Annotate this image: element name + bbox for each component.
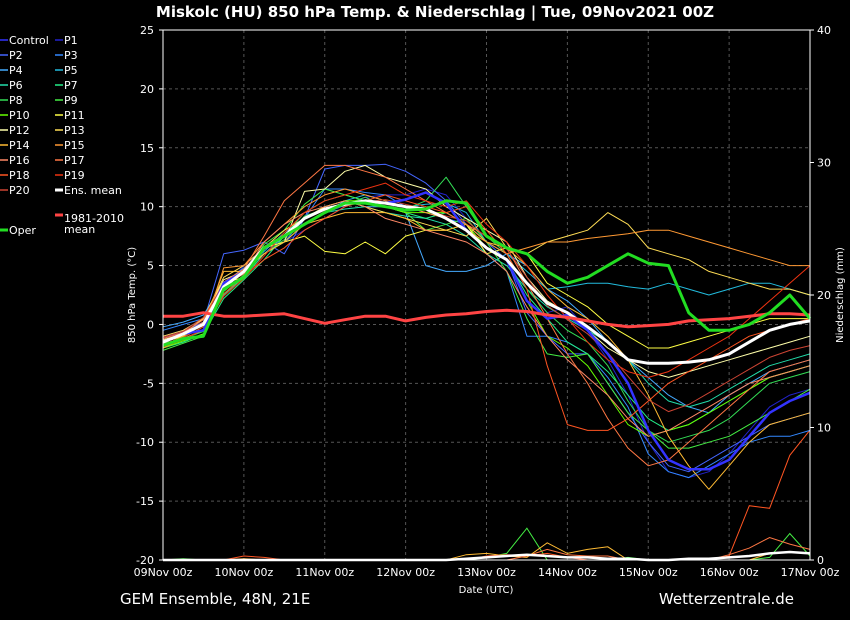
legend-label-p1: P1 xyxy=(64,34,78,47)
legend: Control P1 P2 P3 P4 P5 P6 P7 P8 P9 P10 P11 P12 P13 P14… xyxy=(0,34,124,237)
series-layer xyxy=(162,163,812,490)
series-line-p13 xyxy=(162,200,811,337)
legend-label-p19: P19 xyxy=(64,169,85,182)
chart-title: Miskolc (HU) 850 hPa Temp. & Niederschla… xyxy=(156,3,714,22)
legend-label-p11: P11 xyxy=(64,109,85,122)
series-line-p19 xyxy=(162,182,811,378)
legend-label-p13: P13 xyxy=(64,124,85,137)
series-line-oper xyxy=(162,199,812,348)
legend-label-p2: P2 xyxy=(9,49,23,62)
x-tick-label: 17Nov 00z xyxy=(781,566,840,579)
y2-tick-labels: 0 10 20 30 40 xyxy=(810,24,831,567)
legend-label-oper: Oper xyxy=(9,224,36,237)
legend-label-p6: P6 xyxy=(9,79,23,92)
legend-label-p16: P16 xyxy=(9,154,30,167)
y-tick-label: -5 xyxy=(143,377,154,390)
x-tick-label: 11Nov 00z xyxy=(295,566,354,579)
y-tick-label: -10 xyxy=(136,436,154,449)
y-tick-label: 20 xyxy=(140,83,154,96)
footer-model-label: GEM Ensemble, 48N, 21E xyxy=(120,590,310,608)
legend-label-p7: P7 xyxy=(64,79,78,92)
x-tick-label: 13Nov 00z xyxy=(457,566,516,579)
legend-label-p18: P18 xyxy=(9,169,30,182)
y2-tick-label: 40 xyxy=(817,24,831,37)
series-line-p18 xyxy=(162,194,811,431)
y2-tick-label: 0 xyxy=(817,554,824,567)
y-tick-label: 0 xyxy=(147,318,154,331)
legend-label-p10: P10 xyxy=(9,109,30,122)
legend-label-p8: P8 xyxy=(9,94,23,107)
x-tick-label: 09Nov 00z xyxy=(134,566,193,579)
footer-source-label: Wetterzentrale.de xyxy=(659,590,794,608)
legend-label-p20: P20 xyxy=(9,184,30,197)
x-tick-label: 10Nov 00z xyxy=(215,566,274,579)
y2-tick-label: 30 xyxy=(817,157,831,170)
x-tick-label: 15Nov 00z xyxy=(619,566,678,579)
x-tick-label: 14Nov 00z xyxy=(538,566,597,579)
x-tick-label: 16Nov 00z xyxy=(700,566,759,579)
y-tick-label: 15 xyxy=(140,142,154,155)
legend-label-p12: P12 xyxy=(9,124,30,137)
y-axis-label: 850 hPa Temp. (°C) xyxy=(127,247,138,343)
x-tick-labels: 09Nov 00z 10Nov 00z 11Nov 00z 12Nov 00z 13No… xyxy=(134,566,840,579)
legend-label-p9: P9 xyxy=(64,94,78,107)
y2-axis-label: Niederschlag (mm) xyxy=(835,247,846,343)
y-tick-label: 10 xyxy=(140,201,154,214)
y-tick-label: 5 xyxy=(147,260,154,273)
legend-label-p14: P14 xyxy=(9,139,30,152)
y2-tick-label: 10 xyxy=(817,422,831,435)
legend-label-p5: P5 xyxy=(64,64,78,77)
legend-label-control: Control xyxy=(9,34,49,47)
y-tick-label: -20 xyxy=(136,554,154,567)
x-axis-label: Date (UTC) xyxy=(459,585,514,596)
legend-label-p15: P15 xyxy=(64,139,85,152)
series-line-1981-2010-mean xyxy=(163,308,811,329)
x-tick-label: 12Nov 00z xyxy=(376,566,435,579)
legend-label-p4: P4 xyxy=(9,64,23,77)
series-line-p16 xyxy=(162,200,811,437)
y-tick-label: 25 xyxy=(140,24,154,37)
legend-label-climate-mean: 1981-2010 mean xyxy=(64,212,124,236)
legend-label-p17: P17 xyxy=(64,154,85,167)
y-tick-labels: -20 -15 -10 -5 0 5 10 15 20 25 xyxy=(136,24,163,567)
legend-label-p3: P3 xyxy=(64,49,78,62)
legend-label-ens-mean: Ens. mean xyxy=(64,184,122,197)
y2-tick-label: 20 xyxy=(817,289,831,302)
y-tick-label: -15 xyxy=(136,495,154,508)
